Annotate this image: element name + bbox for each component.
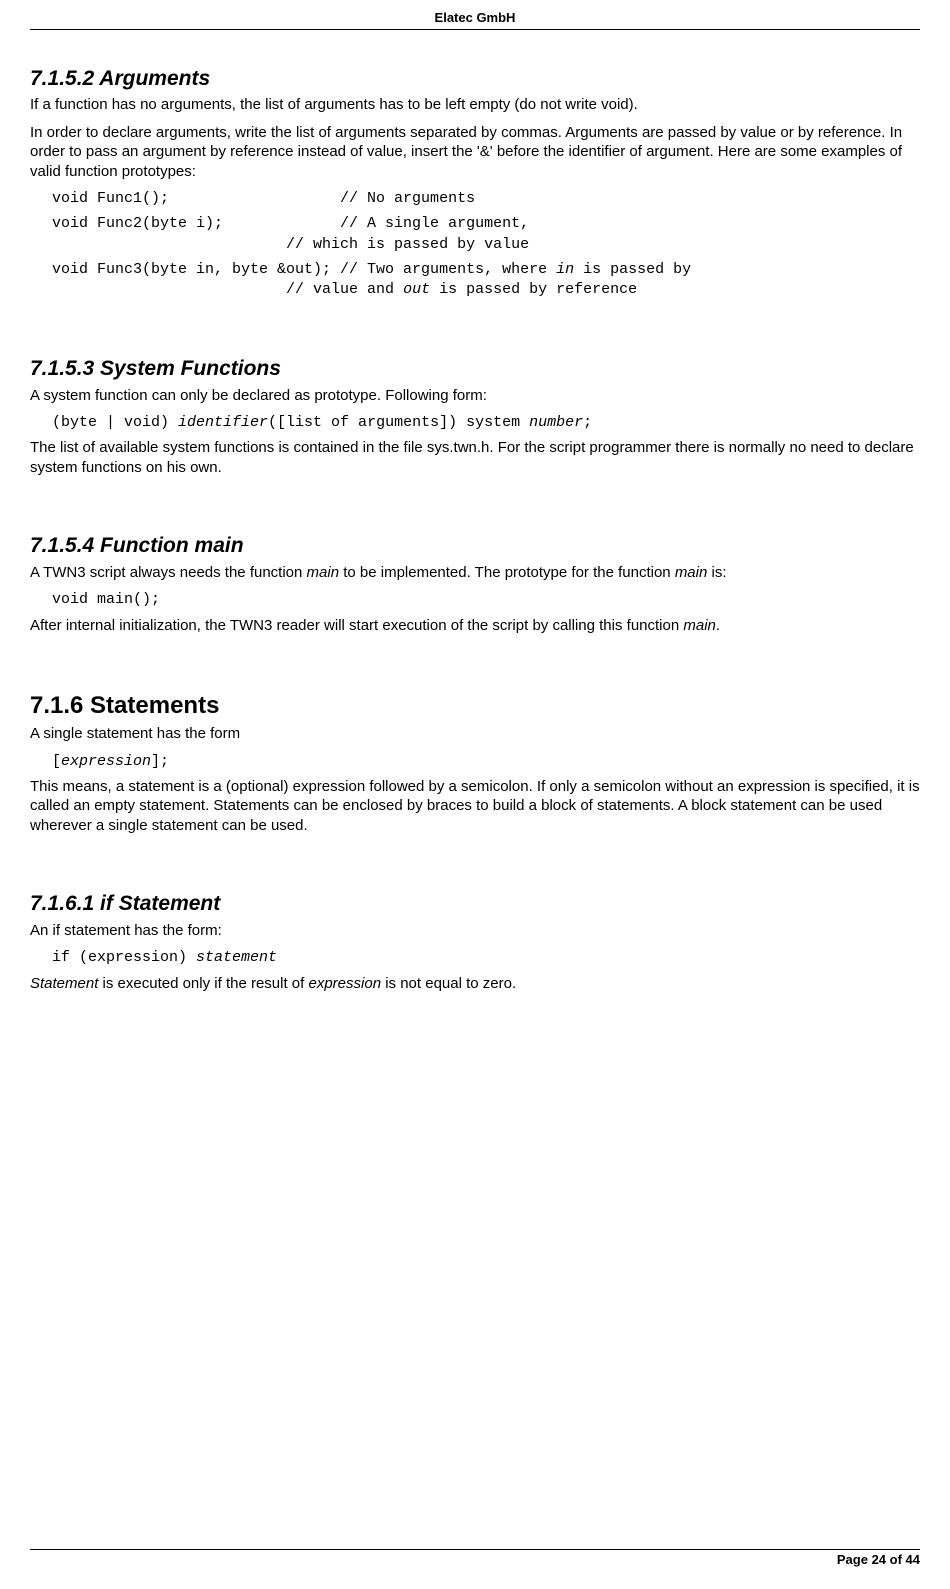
heading-statements: 7.1.6 Statements <box>30 690 920 721</box>
code-text: void Func3(byte in, byte &out); // Two a… <box>52 261 556 278</box>
heading-function-main: 7.1.5.4 Function main <box>30 532 920 559</box>
italic-text: main <box>675 564 708 581</box>
section-arguments: 7.1.5.2 Arguments If a function has no a… <box>30 65 920 301</box>
code-italic: out <box>403 281 430 298</box>
section-if-statement: 7.1.6.1 if Statement An if statement has… <box>30 890 920 993</box>
heading-system-functions: 7.1.5.3 System Functions <box>30 355 920 382</box>
code-italic: expression <box>61 753 151 770</box>
code-italic: identifier <box>178 414 268 431</box>
paragraph: This means, a statement is a (optional) … <box>30 777 920 836</box>
code-block: if (expression) statement <box>52 948 920 968</box>
text: to be implemented. The prototype for the… <box>339 564 675 581</box>
italic-text: expression <box>309 975 382 992</box>
italic-text: main <box>683 617 716 634</box>
paragraph: A system function can only be declared a… <box>30 386 920 406</box>
code-block: [expression]; <box>52 752 920 772</box>
code-italic: in <box>556 261 574 278</box>
code-text: (byte | void) <box>52 414 178 431</box>
code-block: void Func1(); // No arguments <box>52 189 920 209</box>
paragraph: A single statement has the form <box>30 724 920 744</box>
text: After internal initialization, the TWN3 … <box>30 617 683 634</box>
text: is executed only if the result of <box>98 975 308 992</box>
paragraph: The list of available system functions i… <box>30 438 920 477</box>
section-statements: 7.1.6 Statements A single statement has … <box>30 690 920 835</box>
code-text: if (expression) <box>52 949 196 966</box>
text: A TWN3 script always needs the function <box>30 564 307 581</box>
text: is: <box>707 564 726 581</box>
code-italic: statement <box>196 949 277 966</box>
page: Elatec GmbH 7.1.5.2 Arguments If a funct… <box>0 0 950 1589</box>
code-italic: number <box>529 414 583 431</box>
page-header: Elatec GmbH <box>30 0 920 30</box>
italic-text: main <box>307 564 340 581</box>
code-text: [ <box>52 753 61 770</box>
page-footer: Page 24 of 44 <box>30 1549 920 1569</box>
code-block: (byte | void) identifier([list of argume… <box>52 413 920 433</box>
heading-arguments: 7.1.5.2 Arguments <box>30 65 920 92</box>
paragraph: After internal initialization, the TWN3 … <box>30 616 920 636</box>
text: is not equal to zero. <box>381 975 516 992</box>
paragraph: In order to declare arguments, write the… <box>30 123 920 182</box>
paragraph: Statement is executed only if the result… <box>30 974 920 994</box>
code-block: void Func3(byte in, byte &out); // Two a… <box>52 260 920 301</box>
paragraph: An if statement has the form: <box>30 921 920 941</box>
code-text: ; <box>583 414 592 431</box>
italic-text: Statement <box>30 975 98 992</box>
text: . <box>716 617 720 634</box>
code-text: ([list of arguments]) system <box>268 414 529 431</box>
code-text: is passed by reference <box>430 281 637 298</box>
page-content: 7.1.5.2 Arguments If a function has no a… <box>30 65 920 1138</box>
code-block: void main(); <box>52 590 920 610</box>
heading-if-statement: 7.1.6.1 if Statement <box>30 890 920 917</box>
section-system-functions: 7.1.5.3 System Functions A system functi… <box>30 355 920 477</box>
code-block: void Func2(byte i); // A single argument… <box>52 214 920 255</box>
section-function-main: 7.1.5.4 Function main A TWN3 script alwa… <box>30 532 920 635</box>
paragraph: If a function has no arguments, the list… <box>30 95 920 115</box>
paragraph: A TWN3 script always needs the function … <box>30 563 920 583</box>
code-text: ]; <box>151 753 169 770</box>
